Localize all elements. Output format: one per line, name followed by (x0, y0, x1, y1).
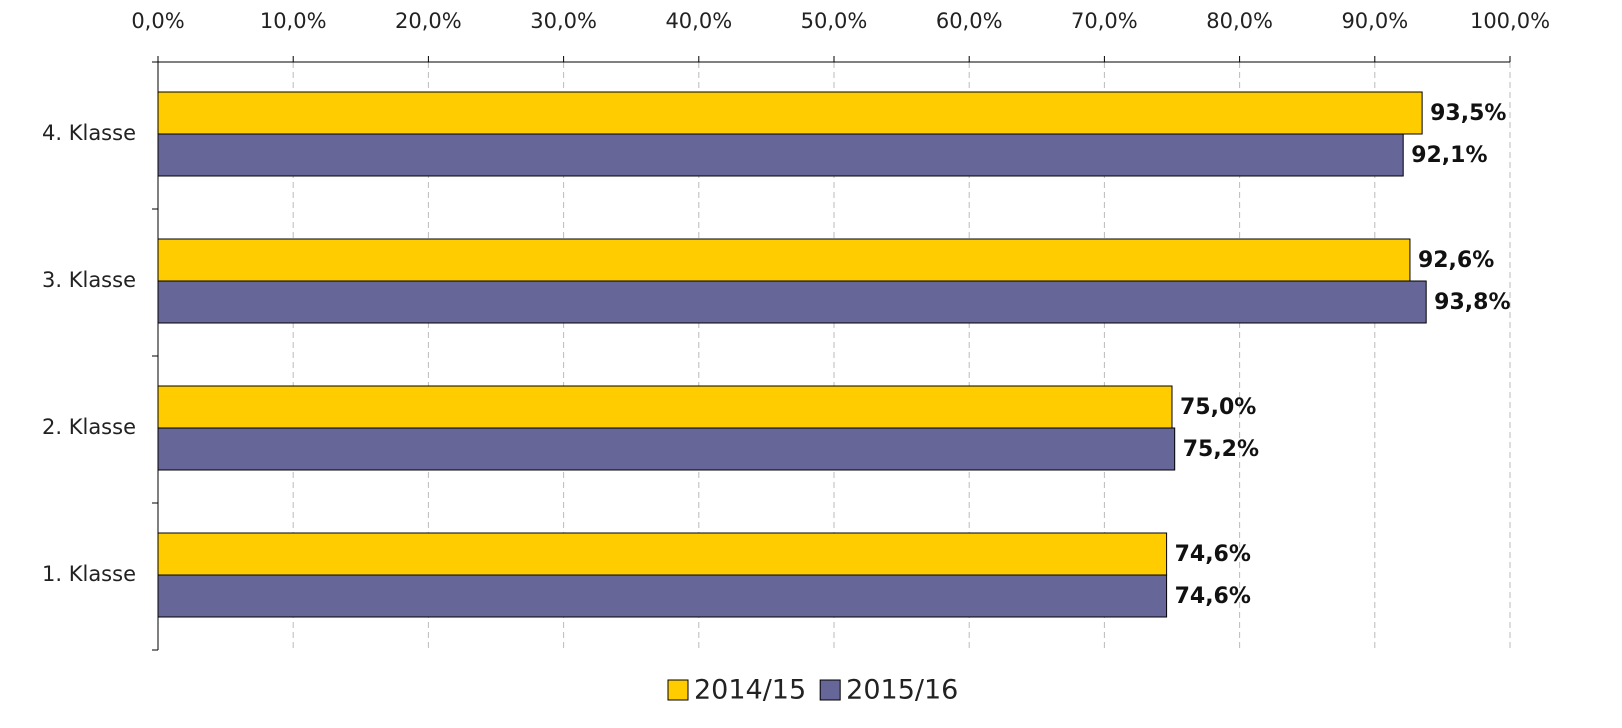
x-tick-label: 0,0% (131, 9, 184, 33)
legend-swatch (819, 679, 841, 701)
y-tick-label: 3. Klasse (42, 268, 136, 292)
value-label: 92,1% (1411, 143, 1487, 168)
x-tick-label: 90,0% (1341, 9, 1408, 33)
value-label: 93,5% (1430, 101, 1506, 126)
value-label: 92,6% (1418, 248, 1494, 273)
x-tick-label: 70,0% (1071, 9, 1138, 33)
value-label: 75,2% (1183, 437, 1259, 462)
x-tick-label: 100,0% (1470, 9, 1550, 33)
legend-swatch (667, 679, 689, 701)
bar (157, 532, 1168, 576)
bar (157, 427, 1176, 471)
legend-label: 2014/15 (694, 675, 806, 706)
value-label: 75,0% (1180, 395, 1256, 420)
bar (157, 91, 1423, 135)
x-tick-label: 60,0% (936, 9, 1003, 33)
x-tick-label: 20,0% (395, 9, 462, 33)
bar (157, 133, 1404, 177)
value-label: 74,6% (1175, 542, 1251, 567)
x-tick-label: 80,0% (1206, 9, 1273, 33)
bar (157, 574, 1168, 618)
value-label: 93,8% (1434, 290, 1510, 315)
x-tick-label: 30,0% (530, 9, 597, 33)
y-tick-label: 4. Klasse (42, 121, 136, 145)
x-tick-label: 40,0% (665, 9, 732, 33)
y-tick-label: 2. Klasse (42, 415, 136, 439)
bar (157, 238, 1411, 282)
bar (157, 280, 1427, 324)
value-label: 74,6% (1175, 584, 1251, 609)
x-tick-label: 10,0% (260, 9, 327, 33)
bar (157, 385, 1173, 429)
x-tick-label: 50,0% (801, 9, 868, 33)
legend-label: 2015/16 (846, 675, 958, 706)
y-tick-label: 1. Klasse (42, 562, 136, 586)
